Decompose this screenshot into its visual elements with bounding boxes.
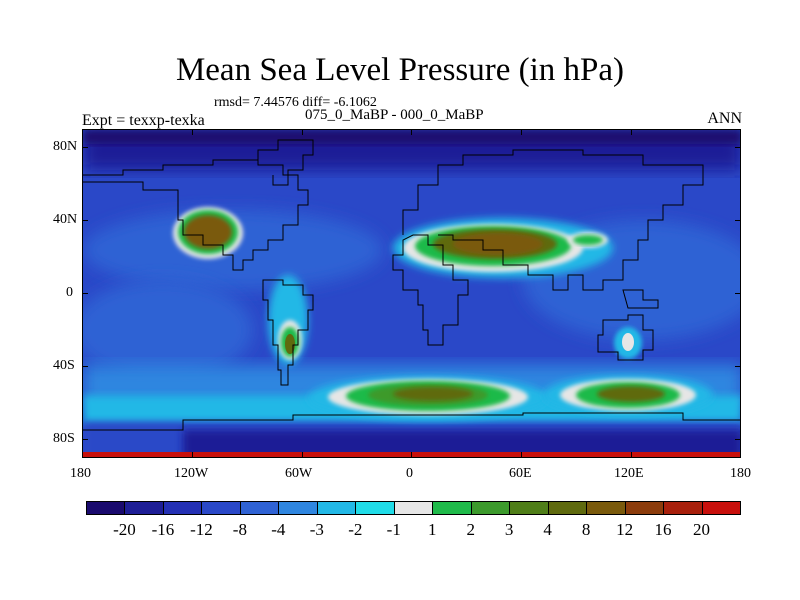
colorbar-label: 3 [504,520,514,539]
colorbar-box [162,501,203,515]
colorbar-box [239,501,280,515]
colorbar-label: 16 [654,520,672,539]
lat-tick-80s: 80S [53,431,75,446]
subtitle-label: 075_0_MaBP - 000_0_MaBP [305,107,484,123]
colorbar-box [278,501,318,515]
colorbar-label: 20 [693,520,711,539]
colorbar-label: -2 [348,520,363,539]
na-high-core [184,215,232,249]
colorbar-label: 1 [427,520,437,539]
lat-tick-40n: 40N [53,212,78,227]
colorbar-label: -8 [232,520,247,539]
colorbar-box [393,501,434,515]
red-edge [83,452,740,457]
s-atl-core [393,387,473,401]
colorbar-label: -4 [271,520,286,539]
s-ind-core [597,386,665,402]
colorbar-label: -16 [151,520,175,539]
colorbar-label: -20 [113,520,136,539]
asia-east-green [573,235,603,245]
lon-tick-0: 0 [406,466,413,481]
colorbar-box [124,501,164,515]
lon-tick-60w: 60W [285,466,313,481]
season-label: ANN [707,110,742,127]
lat-tick-80n: 80N [53,139,78,154]
coastlines [83,139,740,431]
colorbar-box [547,501,588,515]
east-pacific-zone [83,280,253,380]
colorbar-box [701,501,741,515]
lon-tick-180w: 180 [70,466,91,481]
colorbar [86,501,741,515]
lat-tick-0: 0 [66,285,73,300]
colorbar-box [586,501,626,515]
colorbar-box [86,501,126,515]
map-panel [82,129,741,458]
colorbar-label: -3 [309,520,324,539]
colorbar-label: -12 [190,520,213,539]
colorbar-label: 12 [616,520,634,539]
colorbar-label: 2 [466,520,475,539]
colorbar-label: 4 [543,520,552,539]
lon-tick-180e: 180 [730,466,751,481]
aus-white [622,333,634,351]
lon-tick-120w: 120W [174,466,209,481]
colorbar-box [624,501,665,515]
colorbar-box [316,501,357,515]
arctic-deep-low [83,130,740,144]
stats-label: rmsd= 7.44576 diff= -6.1062 [214,95,377,110]
colorbar-box [663,501,703,515]
experiment-label: Expt = texxp-texka [82,112,205,129]
colorbar-box [355,501,395,515]
lon-tick-60e: 60E [509,466,532,481]
colorbar-box [432,501,472,515]
colorbar-label: 8 [581,520,591,539]
colorbar-box [470,501,511,515]
asia-core [453,233,543,255]
lat-tick-40s: 40S [53,358,75,373]
lon-tick-120e: 120E [614,466,644,481]
chart-title: Mean Sea Level Pressure (in hPa) [175,52,625,88]
colorbar-box [509,501,549,515]
colorbar-label: -1 [386,520,401,539]
colorbar-box [201,501,241,515]
contour-map [83,130,740,457]
